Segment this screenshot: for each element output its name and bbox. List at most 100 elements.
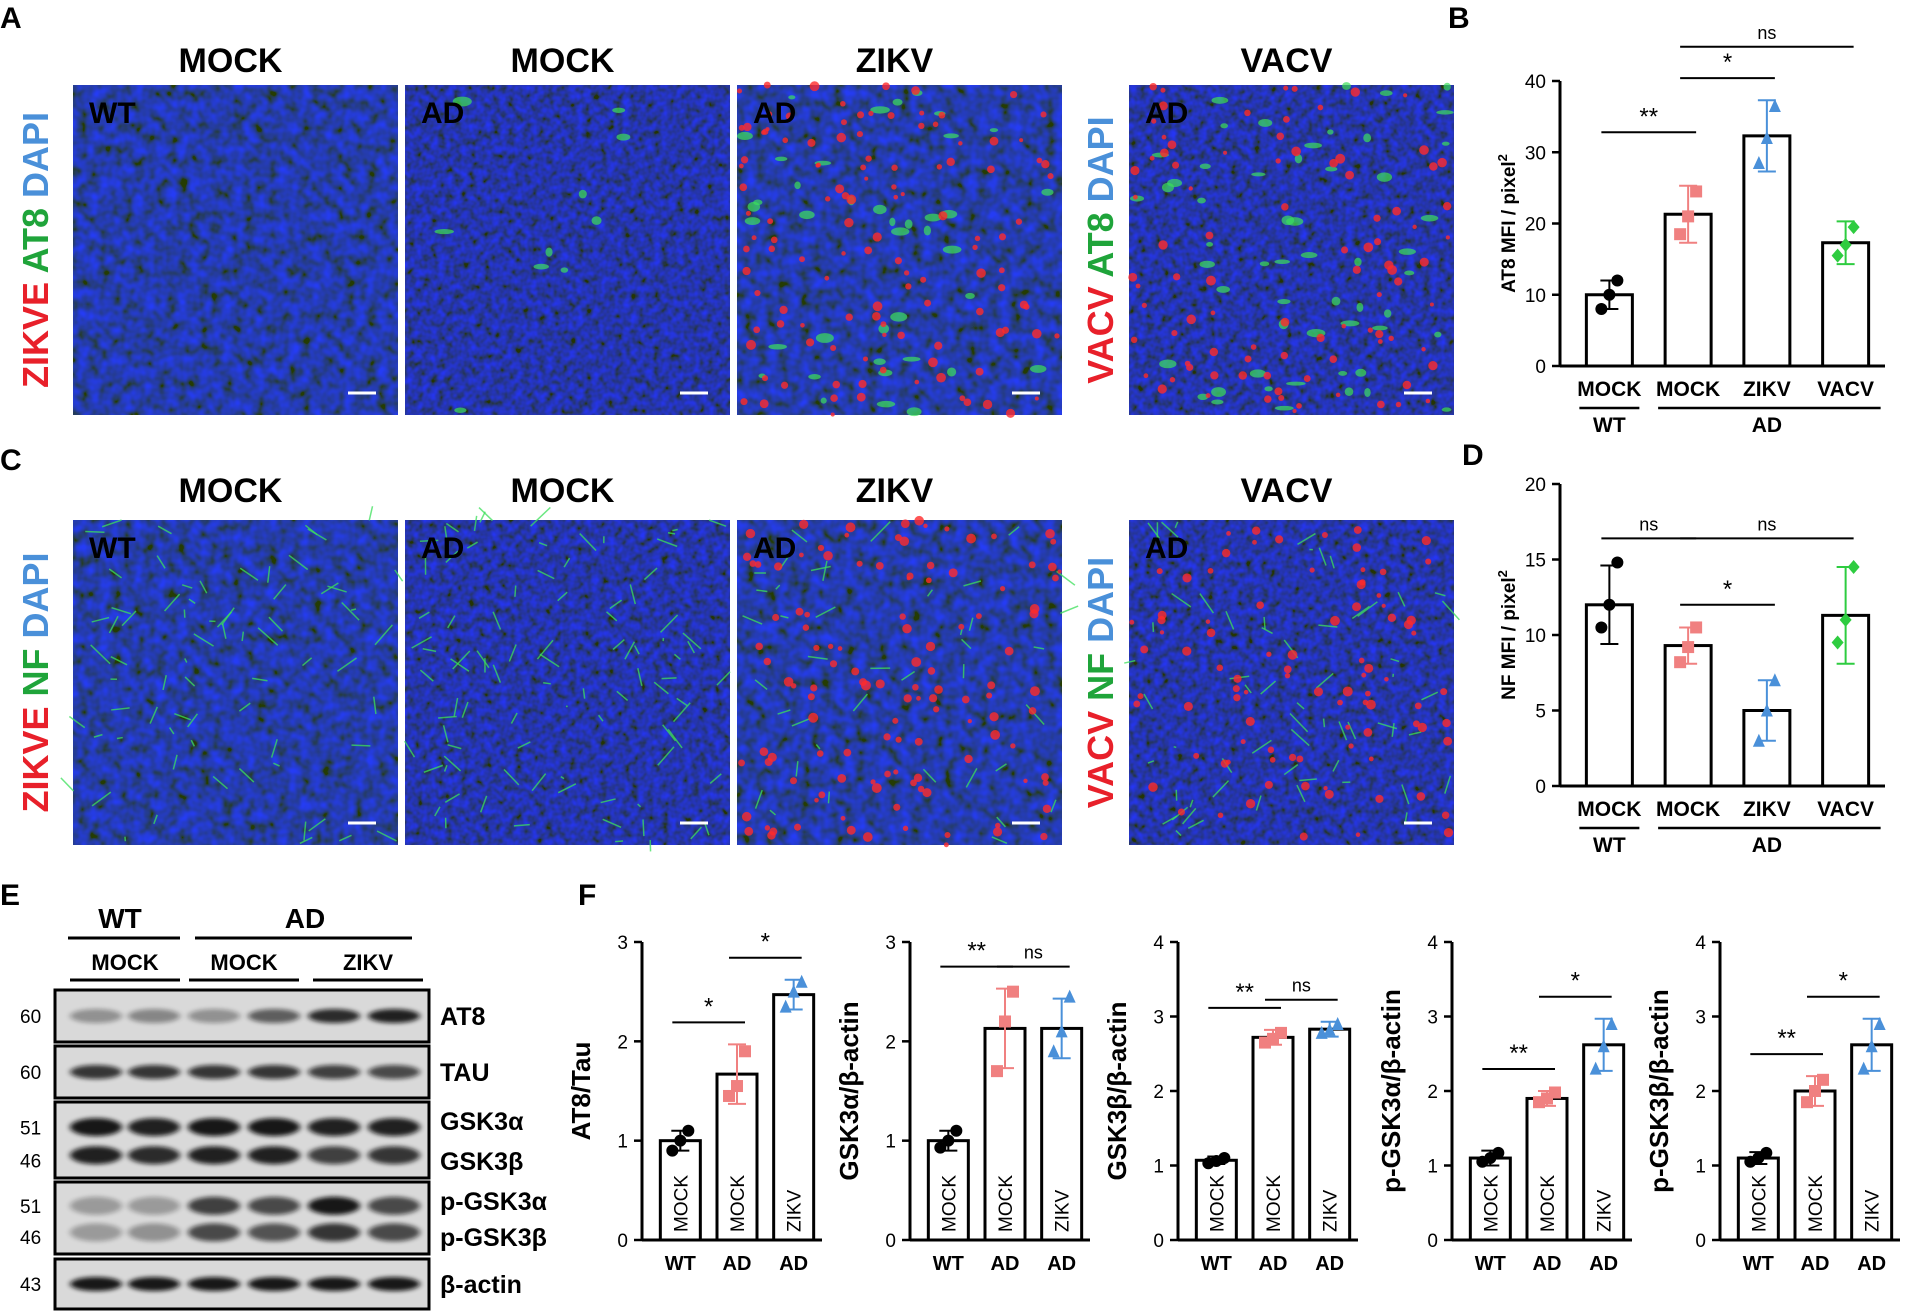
nf-fiber: [394, 569, 404, 582]
bar: [1663, 644, 1713, 788]
virus-signal: [1193, 752, 1200, 759]
virus-signal: [1128, 272, 1138, 282]
blot-band: [70, 1223, 122, 1242]
at8-signal: [1384, 309, 1392, 318]
group-wt: WT: [98, 903, 142, 934]
at8-signal: [1258, 119, 1273, 127]
nf-fiber: [815, 744, 821, 750]
nf-fiber: [257, 627, 279, 646]
virus-signal: [1417, 722, 1427, 733]
virus-signal: [884, 770, 891, 778]
virus-signal: [864, 246, 873, 255]
virus-signal: [1287, 649, 1298, 660]
virus-signal: [1042, 779, 1049, 786]
nf-fiber: [517, 741, 531, 749]
virus-signal: [893, 194, 899, 200]
data-point: [731, 1080, 743, 1093]
virus-signal: [976, 307, 984, 316]
virus-signal: [914, 515, 925, 526]
virus-signal: [845, 313, 853, 321]
nf-fiber: [91, 791, 112, 807]
virus-signal: [761, 375, 769, 382]
virus-signal: [1143, 373, 1149, 379]
virus-signal: [975, 367, 984, 376]
nf-fiber: [193, 633, 214, 647]
data-point: [1831, 635, 1844, 650]
y-tick-label: 1: [1427, 1157, 1438, 1178]
nf-fiber: [822, 560, 828, 581]
virus-signal: [1207, 567, 1214, 574]
virus-signal: [938, 211, 948, 221]
nf-fiber: [667, 728, 683, 749]
data-point: [950, 1124, 963, 1137]
stain-part: AT8: [15, 208, 56, 282]
data-point: [1589, 1061, 1602, 1075]
virus-signal: [917, 785, 925, 793]
bar: [1742, 134, 1792, 368]
virus-signal: [1367, 327, 1374, 333]
at8-signal: [902, 356, 921, 362]
nf-fiber: [754, 679, 768, 690]
at8-signal: [768, 343, 787, 350]
virus-signal: [1004, 646, 1014, 656]
virus-signal: [1269, 757, 1276, 763]
nf-fiber: [673, 653, 681, 660]
nf-fiber: [187, 713, 199, 728]
virus-signal: [998, 284, 1006, 292]
blot-band: [248, 1065, 300, 1079]
virus-signal: [827, 643, 834, 650]
nf-fiber: [1296, 784, 1306, 803]
nf-fiber: [926, 589, 934, 597]
virus-signal: [1428, 360, 1438, 371]
y-tick-label: 1: [1153, 1157, 1164, 1178]
at8-signal: [1364, 387, 1371, 397]
nf-fiber: [1261, 626, 1273, 635]
at8-signal: [1379, 90, 1393, 96]
data-point: [739, 1045, 751, 1058]
virus-signal: [1337, 699, 1343, 706]
virus-signal: [1395, 401, 1402, 408]
virus-signal: [743, 245, 750, 253]
virus-signal: [789, 777, 797, 785]
data-point: [1752, 733, 1765, 747]
virus-signal: [1376, 593, 1382, 598]
data-point: [1690, 621, 1703, 634]
virus-signal: [882, 332, 887, 338]
virus-signal: [1205, 393, 1211, 399]
chart-f5: 01234p-GSK3β/β-actinMOCKWTMOCKADZIKVAD**…: [1644, 933, 1900, 1275]
blot-band: [188, 1223, 240, 1242]
virus-signal: [769, 827, 778, 836]
virus-signal: [780, 381, 789, 389]
nf-fiber: [1008, 526, 1020, 536]
at8-signal: [1274, 405, 1294, 411]
micrograph-nuclei: [405, 85, 730, 415]
blot-band: [308, 1277, 360, 1291]
nf-fiber: [188, 598, 196, 604]
virus-signal: [1352, 265, 1361, 274]
data-point: [1847, 560, 1860, 575]
virus-signal: [1296, 403, 1302, 409]
y-axis-label-text: NF MFI / pixel: [1499, 577, 1520, 699]
at8-signal: [820, 397, 827, 404]
nf-fiber: [184, 658, 188, 663]
virus-signal: [1233, 674, 1242, 683]
virus-signal: [926, 561, 935, 570]
at8-signal: [891, 227, 910, 236]
nf-fiber: [513, 823, 530, 827]
virus-signal: [1266, 651, 1272, 657]
data-point: [1847, 220, 1860, 235]
virus-signal: [925, 577, 932, 584]
nf-fiber: [996, 816, 1007, 828]
bar: [772, 993, 816, 1242]
virus-signal: [1301, 781, 1310, 791]
virus-signal: [897, 331, 905, 340]
at8-signal: [890, 312, 908, 322]
virus-signal: [763, 657, 772, 666]
data-point: [1611, 556, 1624, 569]
virus-signal: [987, 165, 995, 174]
virus-signal: [1182, 646, 1192, 656]
nf-fiber: [221, 623, 227, 639]
virus-signal: [1429, 162, 1438, 171]
data-point: [1809, 1085, 1821, 1097]
virus-signal: [1251, 526, 1261, 535]
